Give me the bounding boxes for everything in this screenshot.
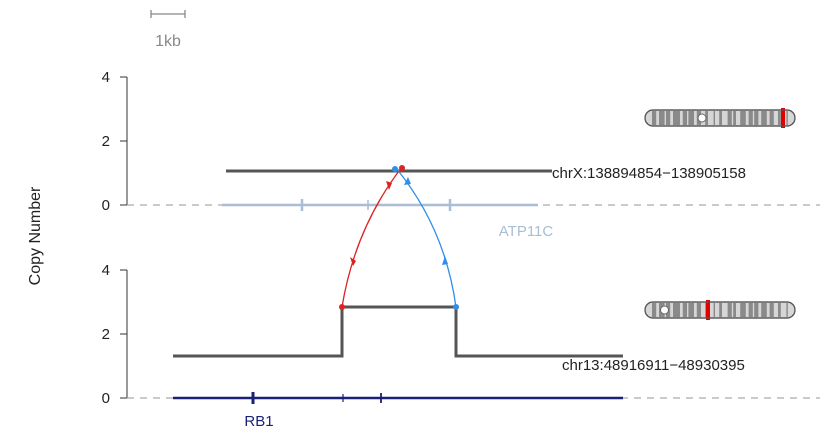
gene-label-atp11c: ATP11C <box>499 223 554 240</box>
region-label-chr13: chr13:48916911−48930395 <box>562 357 745 374</box>
chromosome-outline <box>644 301 796 319</box>
y-tick-label: 4 <box>102 262 110 279</box>
chromosome-band <box>761 111 767 125</box>
chromosome-band <box>713 111 715 125</box>
chromosome-band <box>719 111 722 125</box>
chromosome-band <box>754 111 759 125</box>
y-tick-label: 2 <box>102 326 110 343</box>
arrowhead-blue-upper <box>404 177 411 185</box>
chromosome-band <box>659 111 665 125</box>
chromosome-band <box>673 111 680 125</box>
chromosome-band <box>740 303 746 317</box>
arrowhead-red-lower <box>350 257 356 266</box>
y-axis-label: Copy Number <box>27 186 44 285</box>
region-label-chrx: chrX:138894854−138905158 <box>552 165 746 182</box>
scale-bar-label: 1kb <box>155 33 181 50</box>
chromosome-band <box>769 303 774 317</box>
connection-blue <box>395 167 457 308</box>
chromosome-band <box>786 303 788 317</box>
arrowhead-blue-lower <box>442 256 448 265</box>
chromosome-ideogram-chr13 <box>644 300 796 320</box>
gene-track-rb1 <box>173 392 623 404</box>
centromere <box>660 305 669 315</box>
bottom-y-ticks: 0 2 4 <box>102 262 127 407</box>
y-tick-label: 4 <box>102 69 110 86</box>
chromosome-band <box>688 303 694 317</box>
chromosome-region-marker <box>706 300 710 320</box>
y-tick-label: 0 <box>102 197 110 214</box>
gene-track-atp11c <box>222 199 538 211</box>
chromosome-band <box>696 303 701 317</box>
chromosome-band <box>778 111 781 125</box>
chromosome-band <box>727 303 732 317</box>
copy-number-segments <box>173 169 623 358</box>
chromosome-ideogram-chrx <box>644 108 796 128</box>
chromosome-band <box>682 303 687 317</box>
segment-chr13 <box>173 305 623 358</box>
chromosome-band <box>769 111 774 125</box>
chromosome-band <box>713 303 715 317</box>
chromosome-band <box>652 111 657 125</box>
chromosome-band <box>652 303 657 317</box>
chromosome-band <box>673 303 680 317</box>
chromosome-band <box>761 303 767 317</box>
chromosome-band <box>666 111 671 125</box>
arrowhead-red-upper <box>386 181 392 190</box>
chromosome-band <box>740 111 746 125</box>
centromere <box>697 113 707 123</box>
breakpoint-blue-top <box>392 166 398 172</box>
chromosome-band <box>754 303 759 317</box>
breakpoint-connections <box>339 165 459 310</box>
connection-red <box>341 166 403 308</box>
chromosome-band <box>688 111 694 125</box>
chromosome-band <box>733 111 736 125</box>
chromosome-region-marker <box>781 108 785 128</box>
chromosome-outline <box>644 109 796 127</box>
chromosome-band <box>733 303 736 317</box>
chromosome-band <box>705 111 708 125</box>
top-y-ticks: 0 2 4 <box>102 69 127 214</box>
gene-label-rb1: RB1 <box>244 413 273 430</box>
breakpoint-blue-bottom <box>453 304 459 310</box>
breakpoint-red-bottom <box>339 304 345 310</box>
chromosome-band <box>786 111 788 125</box>
y-tick-label: 2 <box>102 133 110 150</box>
scale-bar <box>150 10 186 18</box>
breakpoint-red-top <box>399 165 405 171</box>
chromosome-band <box>748 111 753 125</box>
chromosome-band <box>719 303 722 317</box>
chromosome-band <box>748 303 753 317</box>
y-tick-label: 0 <box>102 390 110 407</box>
chromosome-band <box>727 111 732 125</box>
chromosome-band <box>682 111 687 125</box>
chromosome-band <box>778 303 781 317</box>
